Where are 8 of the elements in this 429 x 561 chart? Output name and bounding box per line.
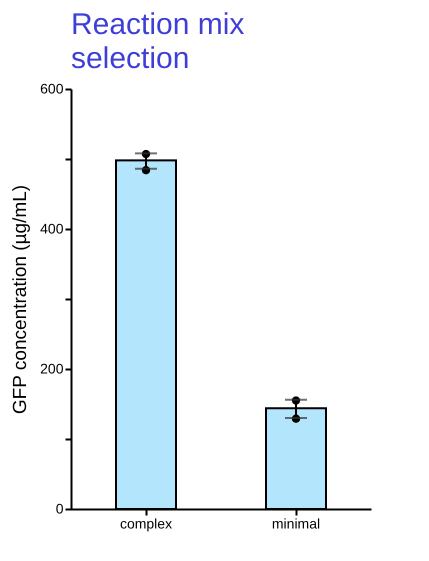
y-tick-label: 200 <box>40 360 64 376</box>
y-tick-label: 0 <box>56 500 64 516</box>
y-axis-title: GFP concentration (µg/mL) <box>10 184 32 414</box>
y-tick-label: 400 <box>40 220 64 236</box>
x-tick-label: minimal <box>272 516 320 532</box>
y-tick-label: 600 <box>40 80 64 96</box>
chart-title: Reaction mix selection <box>71 8 244 75</box>
x-tick-label: complex <box>120 516 172 532</box>
